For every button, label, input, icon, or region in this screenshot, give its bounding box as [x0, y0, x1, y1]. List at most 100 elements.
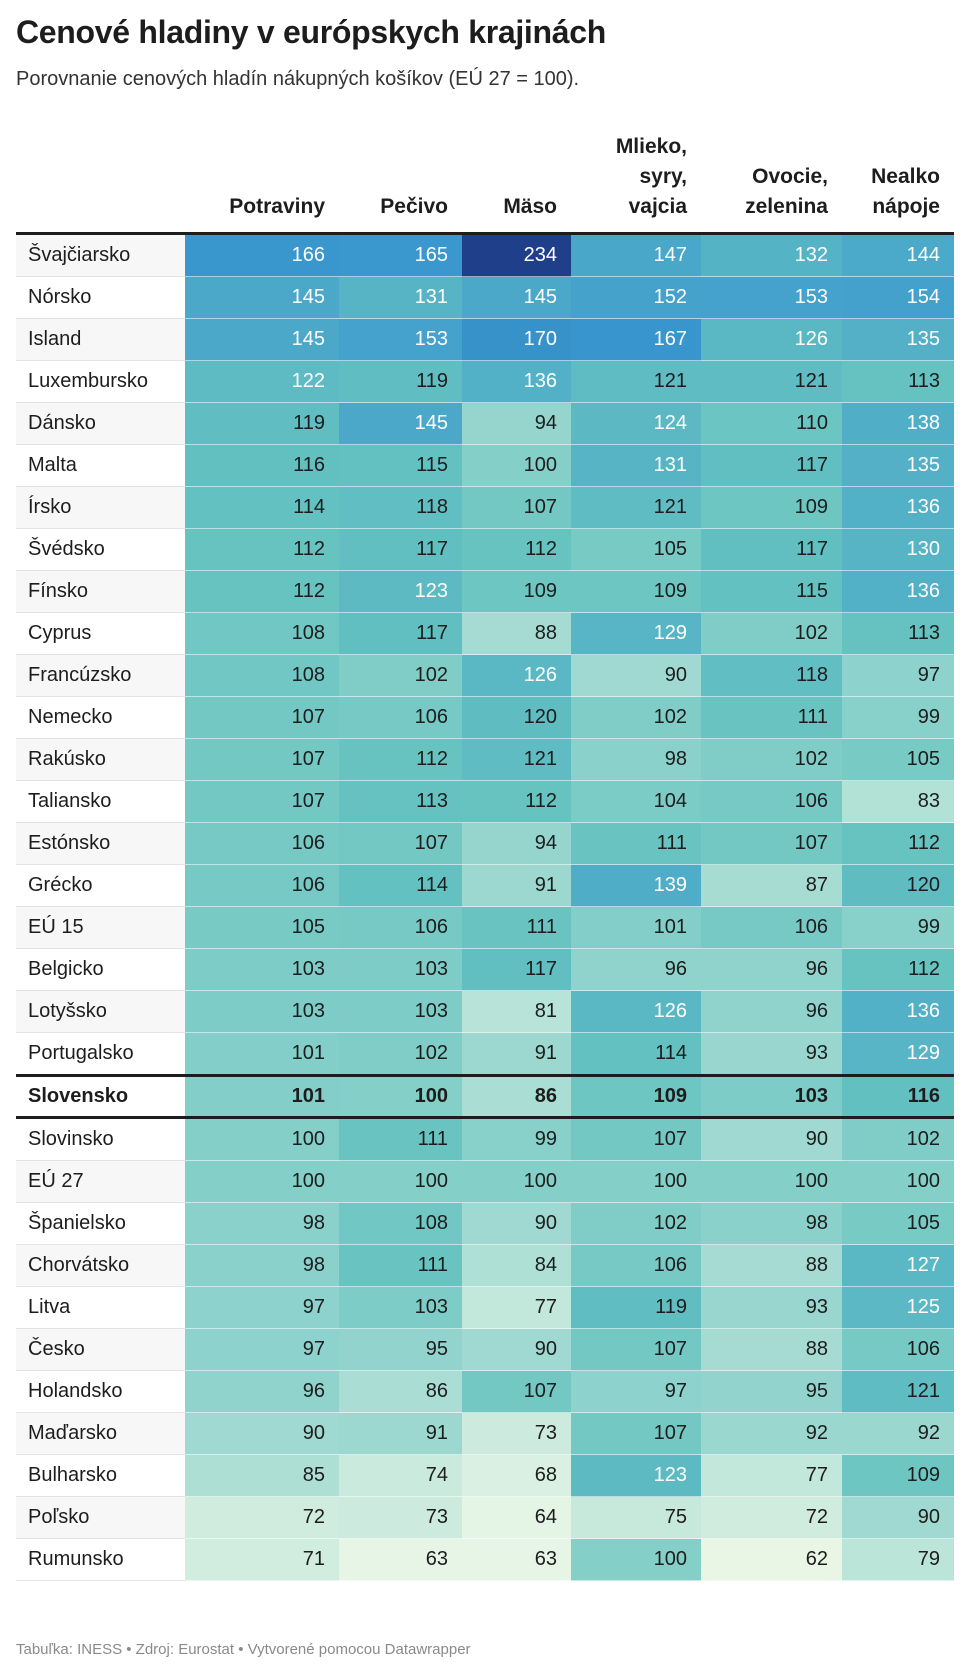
- value-cell: 90: [701, 1117, 842, 1161]
- table-row: Taliansko 107 113 112 104 106 83: [16, 780, 954, 823]
- value-cell: 96: [701, 990, 842, 1033]
- value-cell: 138: [842, 402, 954, 445]
- value-cell: 107: [185, 738, 339, 781]
- value-cell: 135: [842, 444, 954, 487]
- value-cell: 108: [339, 1202, 462, 1245]
- table-row: Česko 97 95 90 107 88 106: [16, 1328, 954, 1371]
- value-cell: 95: [701, 1370, 842, 1413]
- value-cell: 113: [339, 780, 462, 823]
- value-cell: 125: [842, 1286, 954, 1329]
- column-header: Nealko nápoje: [842, 130, 954, 235]
- value-cell: 107: [701, 822, 842, 865]
- row-label: Írsko: [16, 486, 185, 529]
- value-cell: 116: [185, 444, 339, 487]
- value-cell: 97: [185, 1328, 339, 1371]
- value-cell: 73: [339, 1496, 462, 1539]
- value-cell: 109: [571, 1074, 701, 1119]
- table-row: Nórsko 145 131 145 152 153 154: [16, 276, 954, 319]
- value-cell: 106: [701, 780, 842, 823]
- value-cell: 139: [571, 864, 701, 907]
- value-cell: 126: [462, 654, 571, 697]
- value-cell: 71: [185, 1538, 339, 1581]
- row-label: Island: [16, 318, 185, 361]
- value-cell: 123: [571, 1454, 701, 1497]
- column-header: Mlieko, syry, vajcia: [571, 130, 701, 235]
- value-cell: 111: [339, 1117, 462, 1161]
- value-cell: 97: [571, 1370, 701, 1413]
- table-body: Švajčiarsko 166 165 234 147 132 144 Nórsko 145 13…: [16, 233, 954, 1581]
- value-cell: 117: [701, 528, 842, 571]
- value-cell: 136: [462, 360, 571, 403]
- value-cell: 99: [842, 696, 954, 739]
- table-row: Nemecko 107 106 120 102 111 99: [16, 696, 954, 739]
- value-cell: 101: [185, 1032, 339, 1076]
- table-row: Bulharsko 85 74 68 123 77 109: [16, 1454, 954, 1497]
- table-row: Malta 116 115 100 131 117 135: [16, 444, 954, 487]
- table-row: Švédsko 112 117 112 105 117 130: [16, 528, 954, 571]
- value-cell: 107: [185, 696, 339, 739]
- value-cell: 100: [842, 1160, 954, 1203]
- row-label: Litva: [16, 1286, 185, 1329]
- value-cell: 119: [339, 360, 462, 403]
- table-row: Portugalsko 101 102 91 114 93 129: [16, 1032, 954, 1076]
- table-row: Slovinsko 100 111 99 107 90 102: [16, 1117, 954, 1161]
- value-cell: 105: [571, 528, 701, 571]
- value-cell: 96: [185, 1370, 339, 1413]
- table-row: Rakúsko 107 112 121 98 102 105: [16, 738, 954, 781]
- value-cell: 106: [339, 696, 462, 739]
- value-cell: 116: [842, 1074, 954, 1119]
- value-cell: 109: [571, 570, 701, 613]
- value-cell: 105: [185, 906, 339, 949]
- row-label: Cyprus: [16, 612, 185, 655]
- value-cell: 110: [701, 402, 842, 445]
- value-cell: 107: [571, 1117, 701, 1161]
- value-cell: 107: [571, 1328, 701, 1371]
- row-label: Španielsko: [16, 1202, 185, 1245]
- value-cell: 136: [842, 990, 954, 1033]
- table-row: EÚ 27 100 100 100 100 100 100: [16, 1160, 954, 1203]
- value-cell: 100: [462, 1160, 571, 1203]
- value-cell: 90: [185, 1412, 339, 1455]
- value-cell: 102: [842, 1117, 954, 1161]
- value-cell: 100: [462, 444, 571, 487]
- value-cell: 72: [185, 1496, 339, 1539]
- value-cell: 100: [701, 1160, 842, 1203]
- table-row: Španielsko 98 108 90 102 98 105: [16, 1202, 954, 1245]
- value-cell: 120: [462, 696, 571, 739]
- column-header: Potraviny: [185, 130, 339, 235]
- value-cell: 121: [571, 486, 701, 529]
- value-cell: 136: [842, 570, 954, 613]
- value-cell: 119: [185, 402, 339, 445]
- value-cell: 81: [462, 990, 571, 1033]
- value-cell: 96: [701, 948, 842, 991]
- row-label: Grécko: [16, 864, 185, 907]
- value-cell: 109: [701, 486, 842, 529]
- value-cell: 126: [701, 318, 842, 361]
- value-cell: 115: [339, 444, 462, 487]
- table-row: Poľsko 72 73 64 75 72 90: [16, 1496, 954, 1539]
- value-cell: 105: [842, 1202, 954, 1245]
- row-label: Maďarsko: [16, 1412, 185, 1455]
- value-cell: 113: [842, 360, 954, 403]
- value-cell: 111: [571, 822, 701, 865]
- value-cell: 130: [842, 528, 954, 571]
- value-cell: 104: [571, 780, 701, 823]
- row-label: Malta: [16, 444, 185, 487]
- value-cell: 120: [842, 864, 954, 907]
- value-cell: 117: [462, 948, 571, 991]
- value-cell: 100: [339, 1160, 462, 1203]
- value-cell: 75: [571, 1496, 701, 1539]
- value-cell: 97: [842, 654, 954, 697]
- value-cell: 129: [842, 1032, 954, 1076]
- value-cell: 136: [842, 486, 954, 529]
- value-cell: 90: [842, 1496, 954, 1539]
- value-cell: 62: [701, 1538, 842, 1581]
- value-cell: 135: [842, 318, 954, 361]
- value-cell: 84: [462, 1244, 571, 1287]
- value-cell: 112: [185, 528, 339, 571]
- value-cell: 121: [571, 360, 701, 403]
- value-cell: 144: [842, 233, 954, 277]
- table-row: Švajčiarsko 166 165 234 147 132 144: [16, 233, 954, 277]
- value-cell: 100: [571, 1160, 701, 1203]
- value-cell: 91: [339, 1412, 462, 1455]
